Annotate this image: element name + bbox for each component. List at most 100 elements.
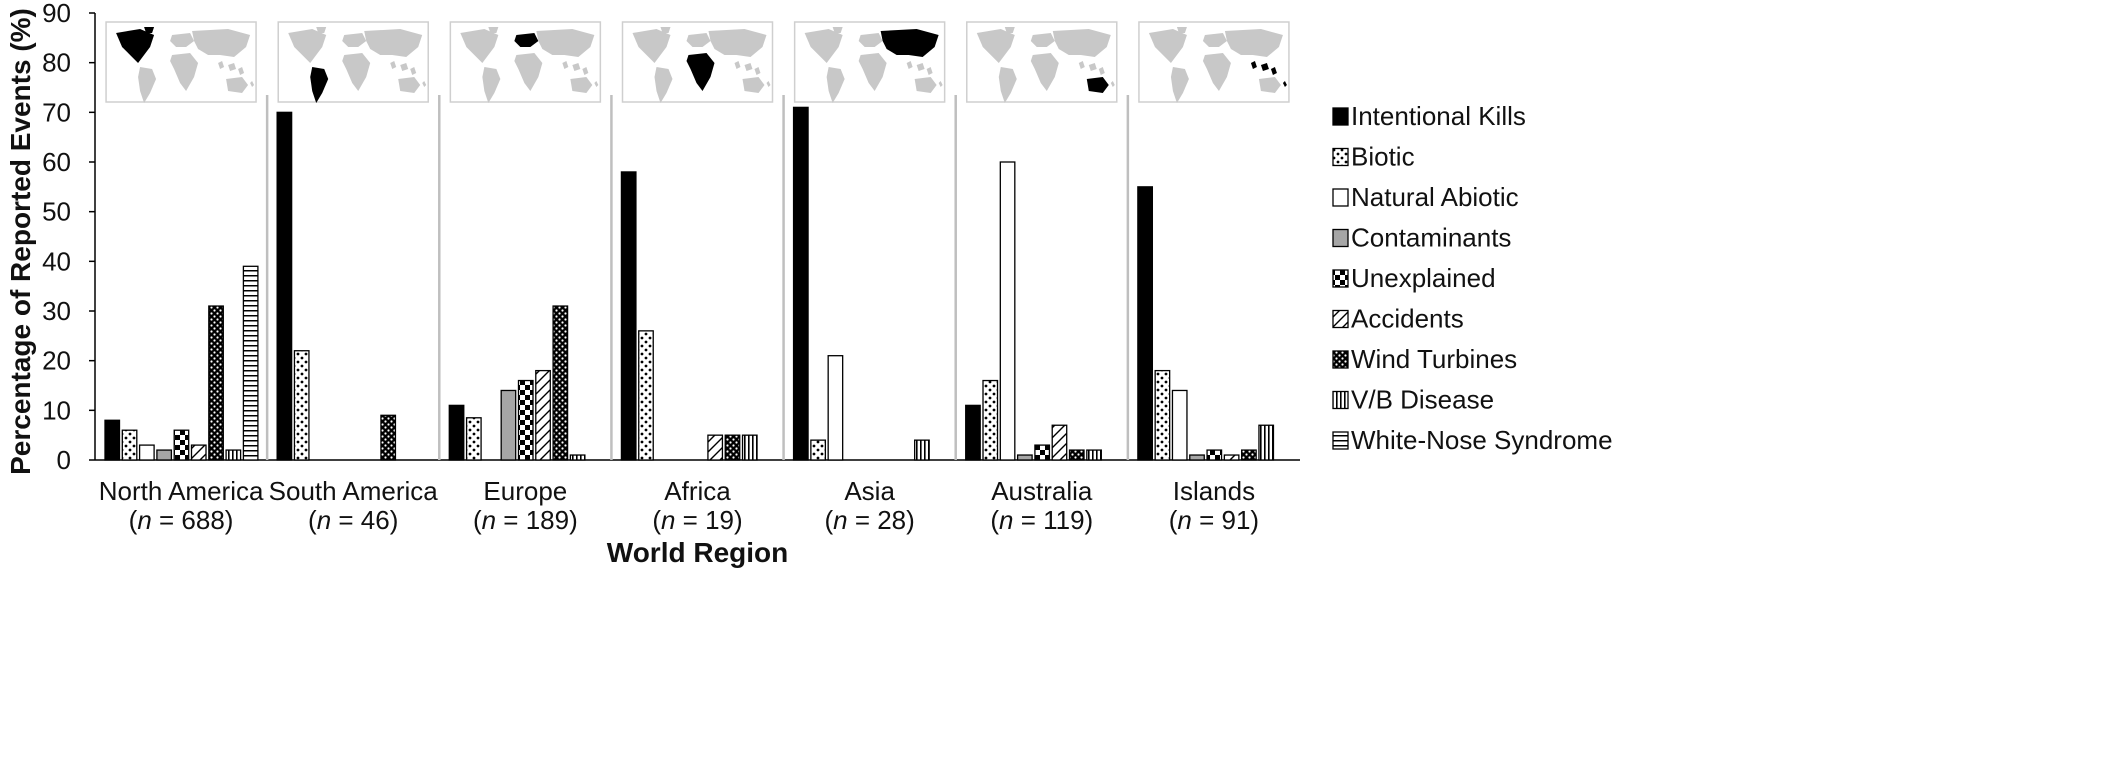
x-axis-title: World Region xyxy=(607,537,788,568)
bar-europe-contaminants xyxy=(500,389,517,461)
category-label-africa: Africa xyxy=(664,476,731,506)
legend-item-natural-abiotic: Natural Abiotic xyxy=(1332,182,1519,212)
bar-australia-unexplained xyxy=(1034,444,1051,461)
bar-islands-wind-turbines xyxy=(1241,449,1257,461)
map-continents xyxy=(804,27,943,103)
continent-na xyxy=(1148,29,1187,63)
bar-north-america-biotic xyxy=(121,429,138,461)
legend-label-biotic: Biotic xyxy=(1351,142,1415,172)
y-tick-label-50: 50 xyxy=(42,197,71,227)
world-map-islands-highlighted-icon xyxy=(1138,21,1290,103)
bar-islands-contaminants xyxy=(1189,454,1205,461)
continent-sa xyxy=(998,67,1017,103)
continent-af xyxy=(170,53,199,91)
world-map-europe-highlighted-icon xyxy=(449,21,602,103)
continent-sa xyxy=(1170,67,1189,103)
legend-item-intentional-kills: Intentional Kills xyxy=(1332,101,1526,131)
continent-as xyxy=(1224,29,1283,57)
continent-af xyxy=(342,53,371,91)
bar-islands-v-b-disease xyxy=(1258,424,1275,461)
continent-na xyxy=(460,29,499,63)
y-tick-label-90: 90 xyxy=(42,0,71,28)
bar-asia-intentional-kills xyxy=(792,106,809,461)
bar-islands-unexplained xyxy=(1206,449,1223,461)
y-tick-label-0: 0 xyxy=(57,445,71,475)
continent-na xyxy=(288,29,327,63)
continent-gl xyxy=(316,27,327,33)
bar-europe-unexplained xyxy=(517,379,534,461)
continent-as xyxy=(1052,29,1111,57)
bar-north-america-v-b-disease xyxy=(225,449,242,461)
bar-europe-wind-turbines xyxy=(552,305,569,461)
world-map-africa-highlighted-icon xyxy=(621,21,774,103)
bar-australia-contaminants xyxy=(1016,454,1033,461)
continent-gl xyxy=(144,27,155,33)
legend-label-natural-abiotic: Natural Abiotic xyxy=(1351,182,1519,212)
category-n-label-islands: (n = 91) xyxy=(1169,505,1259,535)
bar-north-america-wind-turbines xyxy=(208,305,224,461)
continent-au xyxy=(914,77,937,93)
category-label-north-america: North America xyxy=(99,476,264,506)
legend-swatch-wind-turbines xyxy=(1332,350,1349,369)
continent-eu xyxy=(686,33,711,47)
bar-europe-biotic xyxy=(465,417,482,461)
bar-north-america-white-nose-syndrome xyxy=(242,265,259,461)
continent-eu xyxy=(342,33,367,47)
legend-swatch-biotic xyxy=(1332,147,1349,167)
legend-item-white-nose-syndrome: White-Nose Syndrome xyxy=(1332,425,1613,455)
continent-eu xyxy=(514,33,539,47)
map-continents xyxy=(116,27,255,103)
continent-au xyxy=(742,77,765,93)
continent-na xyxy=(976,29,1015,63)
continent-na xyxy=(804,29,843,63)
continent-au xyxy=(1258,77,1281,93)
continent-as xyxy=(536,29,595,57)
legend-swatch-accidents xyxy=(1332,309,1349,329)
bar-asia-natural-abiotic xyxy=(827,355,844,461)
map-continents xyxy=(460,27,599,103)
continent-gl xyxy=(488,27,499,33)
legend-label-wind-turbines: Wind Turbines xyxy=(1351,344,1517,374)
legend-label-white-nose-syndrome: White-Nose Syndrome xyxy=(1351,425,1613,455)
bar-islands-accidents xyxy=(1223,454,1240,461)
category-label-islands: Islands xyxy=(1173,476,1255,506)
legend-swatch-contaminants xyxy=(1332,228,1349,248)
bar-australia-v-b-disease xyxy=(1086,449,1102,461)
bar-africa-v-b-disease xyxy=(741,434,758,461)
legend-label-v-b-disease: V/B Disease xyxy=(1351,385,1494,415)
bar-africa-accidents xyxy=(707,434,724,461)
bar-africa-intentional-kills xyxy=(620,171,637,461)
continent-as xyxy=(708,29,767,57)
legend-label-accidents: Accidents xyxy=(1351,304,1464,334)
category-n-label-asia: (n = 28) xyxy=(824,505,914,535)
continent-is xyxy=(390,61,427,87)
continent-au xyxy=(226,77,249,93)
bar-islands-natural-abiotic xyxy=(1171,389,1188,461)
continent-as xyxy=(364,29,423,57)
continent-sa xyxy=(654,67,673,103)
bar-south-america-biotic xyxy=(293,350,310,461)
world-map-australia-highlighted-icon xyxy=(966,21,1118,103)
continent-eu xyxy=(170,33,195,47)
continent-gl xyxy=(832,27,843,33)
map-continents xyxy=(976,27,1115,103)
bar-australia-wind-turbines xyxy=(1068,449,1085,461)
bar-islands-intentional-kills xyxy=(1137,186,1154,461)
continent-is xyxy=(734,61,771,87)
continent-af xyxy=(1030,53,1059,91)
y-tick-label-10: 10 xyxy=(42,395,71,425)
legend-item-contaminants: Contaminants xyxy=(1332,223,1511,253)
legend-item-unexplained: Unexplained xyxy=(1332,263,1496,293)
continent-gl xyxy=(660,27,671,33)
continent-af xyxy=(514,53,543,91)
bar-asia-v-b-disease xyxy=(914,439,930,461)
legend-item-accidents: Accidents xyxy=(1332,304,1464,334)
category-label-australia: Australia xyxy=(991,476,1093,506)
category-label-asia: Asia xyxy=(844,476,895,506)
legend-swatch-white-nose-syndrome xyxy=(1332,431,1349,450)
bar-australia-intentional-kills xyxy=(965,404,981,461)
bar-australia-biotic xyxy=(982,379,999,461)
continent-sa xyxy=(826,67,845,103)
y-axis-title: Percentage of Reported Events (%) xyxy=(5,8,36,475)
